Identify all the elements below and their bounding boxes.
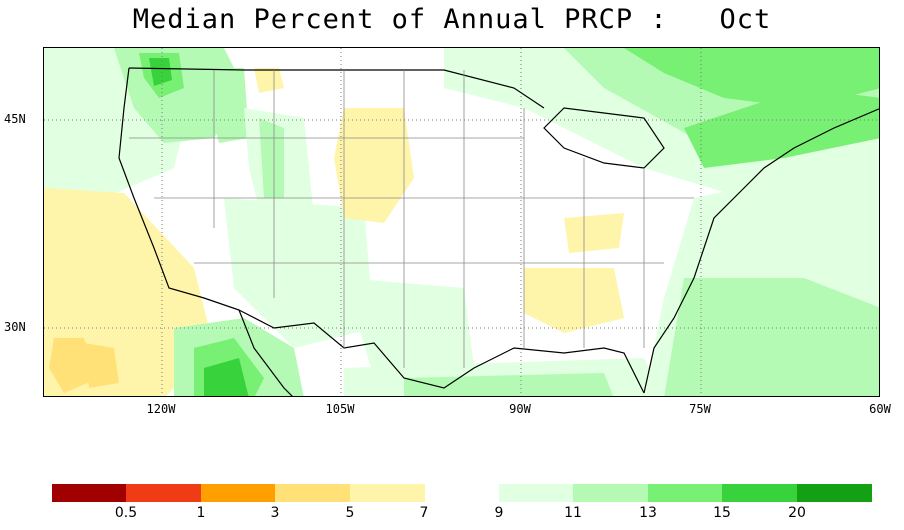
legend-swatch bbox=[350, 484, 425, 502]
shaded-fields bbox=[44, 48, 879, 396]
coastlines bbox=[118, 67, 879, 396]
legend-swatch bbox=[499, 484, 574, 502]
legend-swatch bbox=[648, 484, 723, 502]
legend-swatch bbox=[52, 484, 127, 502]
legend-swatch bbox=[722, 484, 797, 502]
lon-label-120w: 120W bbox=[146, 402, 176, 416]
lon-label-105w: 105W bbox=[325, 402, 355, 416]
legend-tick-label: 7 bbox=[419, 505, 429, 521]
legend-swatch bbox=[797, 484, 872, 502]
lon-label-60w: 60W bbox=[869, 402, 891, 416]
map-title: Median Percent of Annual PRCP : Oct bbox=[132, 4, 772, 35]
legend-tick-label: 0.5 bbox=[114, 505, 138, 521]
legend-swatch bbox=[126, 484, 201, 502]
legend-tick-label: 13 bbox=[639, 505, 657, 521]
precipitation-map bbox=[43, 47, 880, 397]
lon-label-75w: 75W bbox=[689, 402, 711, 416]
legend-tick-label: 3 bbox=[270, 505, 280, 521]
legend-tick-label: 11 bbox=[564, 505, 582, 521]
map-canvas bbox=[44, 48, 879, 396]
legend-swatch bbox=[275, 484, 350, 502]
legend-tick-label: 15 bbox=[713, 505, 731, 521]
legend-swatch bbox=[573, 484, 648, 502]
lon-label-90w: 90W bbox=[509, 402, 531, 416]
legend-swatch bbox=[201, 484, 276, 502]
legend-tick-label: 9 bbox=[494, 505, 504, 521]
state-borders bbox=[129, 70, 694, 368]
lat-label-45n: 45N bbox=[4, 112, 26, 126]
legend-tick-label: 5 bbox=[345, 505, 355, 521]
legend-tick-label: 1 bbox=[196, 505, 206, 521]
lat-label-30n: 30N bbox=[4, 320, 26, 334]
legend-tick-label: 20 bbox=[788, 505, 806, 521]
